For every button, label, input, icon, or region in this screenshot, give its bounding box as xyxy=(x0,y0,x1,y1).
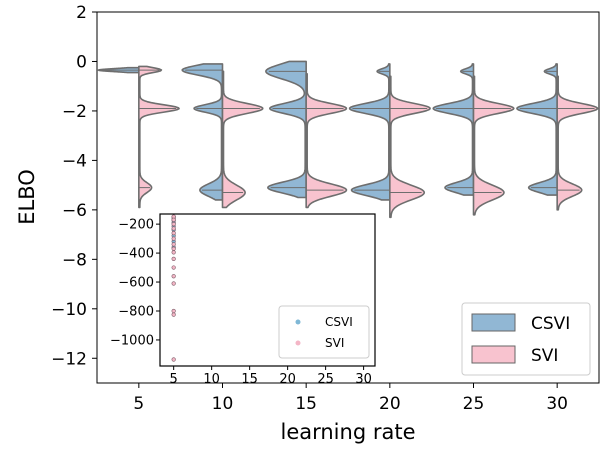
inset-point-svi xyxy=(171,231,176,236)
y-tick-label: −6 xyxy=(62,201,87,221)
violin-half-svi xyxy=(472,75,515,216)
y-tick-label: 2 xyxy=(76,3,87,23)
plot-frame xyxy=(96,11,600,384)
x-axis: 5 10 15 20 25 30 xyxy=(133,383,568,414)
inset-point-svi xyxy=(171,281,176,286)
legend-svi-label: SVI xyxy=(531,346,558,366)
legend: CSVI SVI xyxy=(461,302,591,376)
violin-half-svi xyxy=(305,73,348,209)
y-tick-label: −10 xyxy=(51,300,87,320)
inset-point-svi xyxy=(171,312,176,317)
inset-point-svi xyxy=(171,246,176,251)
violin-half-svi xyxy=(221,70,264,209)
x-tick-label: 15 xyxy=(295,394,317,414)
legend-csvi-label: CSVI xyxy=(531,314,570,334)
x-axis-label: learning rate xyxy=(280,420,415,444)
violin-half-svi xyxy=(138,65,180,209)
inset-point-svi xyxy=(171,217,176,222)
inset-x-tick-label: 30 xyxy=(355,372,372,387)
inset-point-svi xyxy=(171,357,176,362)
inset-point-svi xyxy=(171,274,176,279)
inset-point-svi xyxy=(171,250,176,255)
violins-layer xyxy=(97,60,599,219)
legend-csvi-swatch xyxy=(471,313,516,332)
inset-y-tick-label: −1000 xyxy=(110,333,154,348)
inset-y-tick-label: −600 xyxy=(118,276,154,291)
inset-legend-frame xyxy=(278,305,370,359)
inset-points xyxy=(171,214,176,362)
x-tick-label: 30 xyxy=(546,394,568,414)
y-tick-label: −12 xyxy=(51,349,87,369)
inset-x-axis: 5 10 15 20 25 30 xyxy=(170,366,372,387)
legend-svi-swatch xyxy=(471,345,516,364)
inset-x-tick-label: 5 xyxy=(170,372,178,387)
inset-x-tick-label: 20 xyxy=(279,372,296,387)
inset-legend-csvi-marker xyxy=(295,319,301,325)
inset-point-svi xyxy=(171,308,176,314)
y-axis-label: ELBO xyxy=(15,169,39,225)
x-tick-label: 5 xyxy=(133,394,144,414)
violin-half-svi xyxy=(556,75,599,211)
y-tick-label: −2 xyxy=(62,102,87,122)
x-tick-label: 10 xyxy=(212,394,234,414)
inset-legend-svi-marker xyxy=(295,340,301,346)
inset-frame xyxy=(159,213,376,367)
inset-y-tick-label: −200 xyxy=(118,218,154,233)
y-tick-label: 0 xyxy=(76,52,87,72)
violin-half-csvi xyxy=(432,63,475,196)
y-tick-label: −8 xyxy=(62,250,87,270)
violin-half-csvi xyxy=(181,63,224,201)
inset-point-svi xyxy=(171,256,176,261)
inset-legend-svi-label: SVI xyxy=(325,336,344,350)
inset-y-tick-label: −800 xyxy=(118,304,154,319)
violin-half-csvi xyxy=(265,60,307,199)
inset-point-svi xyxy=(171,226,176,231)
inset-y-axis: −200 −400 −600 −800 −1000 xyxy=(110,218,160,348)
x-tick-label: 20 xyxy=(379,394,401,414)
inset-point-svi xyxy=(171,242,176,247)
inset-y-tick-label: −400 xyxy=(118,247,154,262)
x-tick-label: 25 xyxy=(463,394,485,414)
violin-half-csvi xyxy=(348,63,391,201)
inset-legend-csvi-label: CSVI xyxy=(325,315,353,329)
inset-x-tick-label: 10 xyxy=(203,372,220,387)
inset-point-svi xyxy=(171,222,176,227)
inset-legend: CSVI SVI xyxy=(278,305,370,359)
inset-x-tick-label: 25 xyxy=(317,372,334,387)
y-tick-label: −4 xyxy=(62,151,87,171)
violin-half-svi xyxy=(389,75,431,219)
inset-x-tick-label: 15 xyxy=(241,372,258,387)
y-axis: 2 0 −2 −4 −6 −8 −10 −12 xyxy=(51,3,97,369)
inset-point-svi xyxy=(171,236,176,241)
inset-scatter: −200 −400 −600 −800 −1000 5 10 15 20 25 30 CSVI S… xyxy=(110,213,376,387)
inset-point-svi xyxy=(171,265,176,270)
violin-half-csvi xyxy=(516,63,558,196)
